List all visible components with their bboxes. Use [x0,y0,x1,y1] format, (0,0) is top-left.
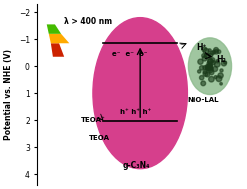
Polygon shape [49,34,69,43]
Point [210,67,214,70]
Point [203,70,207,73]
Point [219,74,223,77]
Point [208,54,212,57]
Y-axis label: Potential vs. NHE (V): Potential vs. NHE (V) [4,49,13,140]
Point [217,50,221,53]
Point [208,67,212,70]
Point [208,64,212,67]
Polygon shape [51,43,64,57]
Point [206,66,209,69]
Point [209,67,213,70]
Point [208,49,212,52]
Point [211,61,215,64]
Point [204,50,208,53]
Point [220,69,224,72]
Point [202,48,206,51]
Point [202,54,206,57]
Point [204,72,207,75]
Point [208,63,212,66]
Text: NiO-LAL: NiO-LAL [187,97,219,103]
Point [203,66,207,69]
Point [206,67,210,70]
Text: e⁻  e⁻  e⁻: e⁻ e⁻ e⁻ [112,51,148,57]
Point [200,76,204,79]
Point [199,60,203,63]
Point [212,51,216,54]
Point [200,66,204,69]
Point [214,50,218,53]
Point [216,60,220,63]
Point [217,77,221,80]
Point [207,62,211,65]
Point [208,68,212,71]
Point [208,60,212,63]
Text: H₂: H₂ [216,55,226,64]
Point [213,67,217,70]
Point [205,73,209,76]
Text: TEOA: TEOA [89,135,110,141]
Polygon shape [47,24,61,34]
Point [215,63,219,66]
Text: TEOA⁺: TEOA⁺ [81,117,105,123]
Point [219,82,223,85]
Point [203,57,206,60]
Point [223,61,227,64]
Point [208,60,212,63]
Text: λ > 400 nm: λ > 400 nm [64,17,112,26]
Circle shape [188,38,231,94]
Point [207,65,211,68]
Point [208,65,212,68]
Text: g-C₃N₄: g-C₃N₄ [122,161,150,170]
Point [201,82,205,85]
Ellipse shape [93,18,187,169]
Point [206,55,209,58]
Point [209,78,213,81]
Point [206,66,210,69]
Point [197,70,201,73]
Point [210,71,214,74]
Point [222,62,226,65]
Point [214,76,218,79]
Point [214,48,218,51]
Text: h⁺ h⁺ h⁺: h⁺ h⁺ h⁺ [121,109,152,115]
Text: H⁺: H⁺ [197,43,207,52]
Point [204,54,207,57]
Point [211,58,215,61]
Point [210,52,214,55]
